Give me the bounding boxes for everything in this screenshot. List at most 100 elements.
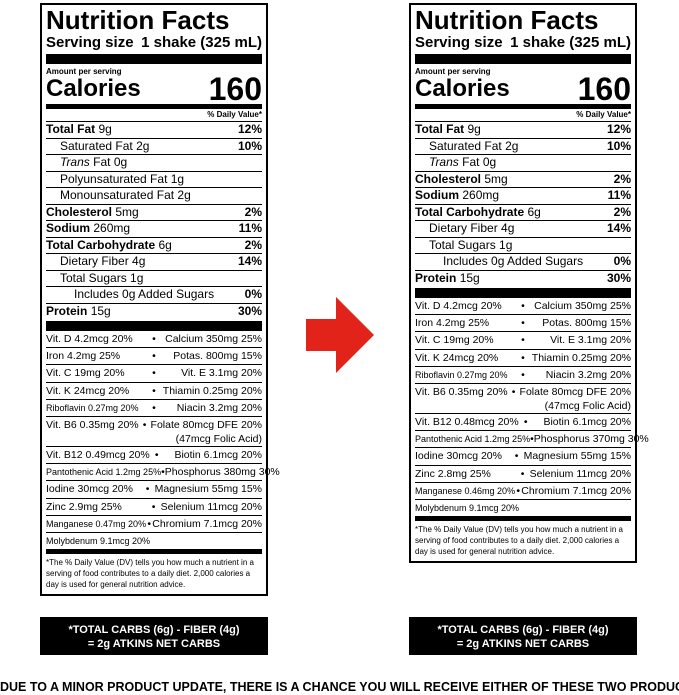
nutrient-row-dietary-fiber: Dietary Fiber 4g 14% [415,221,631,238]
vitamin-right: Vit. E 3.1mg 20% [181,367,262,380]
thick-divider [415,54,631,64]
nutrient-row-cholesterol: Cholesterol 5mg 2% [46,204,262,221]
bullet-icon: • [521,300,525,312]
vitamin-list: Vit. D 4.2mcg 20% • Calcium 350mg 25% Iron … [46,331,280,549]
bullet-icon: • [530,433,534,446]
bullet-icon: • [521,368,525,381]
nutrient-name: Saturated Fat [429,138,502,153]
net-carbs-line1: *TOTAL CARBS (6g) - FIBER (4g) [68,624,240,636]
vitamin-row: Vit. C 19mg 20% • Vit. E 3.1mg 20% [415,332,631,350]
nutrient-name: Trans [429,155,459,169]
nutrient-dv: 0% [613,254,631,268]
nutrient-row-added-sugars: Includes 0g Added Sugars 0% [415,254,631,271]
nutrient-row-protein: Protein 15g 30% [415,271,631,287]
net-carbs-line2: = 2g ATKINS NET CARBS [456,638,590,650]
nutrient-name: Protein [46,303,88,318]
nutrient-row-monounsaturated-fat: Monounsaturated Fat 2g [46,188,262,205]
vitamin-row: Iron 4.2mg 25% • Potas. 800mg 15% [415,315,631,333]
vitamin-left: Molybdenum 9.1mcg 20% [46,536,151,547]
bullet-icon: • [152,367,156,380]
nutrient-dv: 11% [607,188,631,202]
nutrient-name: Dietary Fiber 4g [429,221,515,235]
nutrient-amount: 2g [505,138,519,153]
nutrient-dv: 12% [237,122,262,136]
vitamin-right: Phosphorus 380mg 30% [164,466,280,479]
vitamin-left: Zinc 2.9mg 25% [46,500,122,513]
serving-size-label: Serving size [46,34,134,51]
vitamin-right-line2: (47mcg Folic Acid) [544,400,631,413]
nutrient-row-total-fat: Total Fat 9g 12% [415,122,631,139]
bullet-icon: • [520,467,525,480]
vitamin-row: Riboflavin 0.27mg 20% • Niacin 3.2mg 20% [415,367,631,385]
nutrient-row-dietary-fiber: Dietary Fiber 4g 14% [46,254,262,271]
serving-size-row: Serving size 1 shake (325 mL) [46,34,262,52]
serving-size-value: 1 shake (325 mL) [510,34,631,51]
vitamin-left: Iron 4.2mg 25% [46,350,121,363]
bullet-icon: • [152,333,156,345]
medium-divider [46,549,262,555]
vitamin-row: Pantothenic Acid 1.2mg 25% • Phosphorus 38… [46,464,280,482]
net-carbs-line2: = 2g ATKINS NET CARBS [87,638,221,650]
bullet-icon: • [152,384,156,397]
vitamin-right: Chromium 7.1mcg 20% [521,484,631,497]
nutrient-dv: 10% [237,138,262,153]
nutrient-name: Includes 0g Added Sugars [74,287,215,301]
footnote: *The % Daily Value (DV) tells you how mu… [46,558,254,590]
bullet-icon: • [151,500,156,513]
vitamin-left: Vit. C 19mg 20% [46,367,125,380]
nutrient-dv: 2% [244,204,262,219]
serving-size-row: Serving size 1 shake (325 mL) [415,34,631,52]
bullet-icon: • [511,386,516,399]
vitamin-right: Potas. 800mg 15% [173,350,262,363]
bullet-icon: • [523,416,528,429]
nutrient-amount: Fat 0g [93,155,128,169]
thick-divider [415,288,631,298]
medium-divider [415,516,631,522]
nutrient-dv: 2% [244,237,262,252]
vitamin-left: Vit. B12 0.49mcg 20% [46,449,150,462]
net-carbs-box: *TOTAL CARBS (6g) - FIBER (4g) = 2g ATKI… [409,617,637,655]
nutrient-row-trans-fat: Trans Fat 0g [46,155,262,172]
vitamin-left: Vit. K 24mcg 20% [46,384,130,397]
vitamin-row: Vit. K 24mcg 20% • Thiamin 0.25mg 20% [46,383,262,400]
nutrient-dv: 14% [237,254,262,268]
nutrient-dv: 0% [244,287,262,301]
nutrient-dv: 12% [606,122,631,136]
vitamin-right: Biotin 6.1mcg 20% [543,416,631,429]
nutrient-row-protein: Protein 15g 30% [46,304,262,320]
vitamin-left: Vit. B12 0.48mcg 20% [415,416,519,429]
nutrient-name: Total Fat [415,122,465,136]
calories-label: Calories [415,75,510,102]
vitamin-row: Vit. B12 0.48mcg 20% • Biotin 6.1mcg 20% [415,414,631,432]
calories-value: 160 [577,71,631,107]
vitamin-left: Pantothenic Acid 1.2mg 25% [415,434,531,445]
nutrient-amount: 260mg [93,221,131,235]
vitamin-right: Magnesium 55mg 15% [154,483,262,496]
vitamin-right: Calcium 350mg 25% [165,333,262,345]
vitamin-row: Iron 4.2mg 25% • Potas. 800mg 15% [46,348,262,366]
vitamin-left: Manganese 0.47mg 20% [46,518,147,529]
nutrient-dv: 2% [613,204,631,219]
bullet-icon: • [152,350,156,363]
bullet-icon: • [516,484,521,497]
nutrient-row-total-sugars: Total Sugars 1g [415,238,631,254]
vitamin-right: Phosphorus 370mg 30% [533,433,649,446]
bullet-icon: • [514,450,519,463]
thick-divider [46,321,262,331]
nutrient-dv: 10% [606,138,631,153]
red-arrow-icon [306,297,374,373]
vitamin-row: Vit. K 24mcg 20% • Thiamin 0.25mg 20% [415,350,631,367]
nutrient-amount: 5mg [115,204,139,219]
vitamin-left: Vit. B6 0.35mg 20% [415,386,508,399]
vitamin-row: Manganese 0.46mg 20% • Chromium 7.1mcg 20% [415,483,631,501]
nutrient-amount: 260mg [462,188,500,202]
nutrient-name: Sodium [415,188,459,202]
vitamin-left: Iron 4.2mg 25% [415,317,490,330]
vitamin-row: Vit. B6 0.35mg 20% • Folate 80mcg DFE 20%(… [415,384,631,415]
vitamin-right: Magnesium 55mg 15% [523,450,631,463]
nutrient-name: Saturated Fat [60,138,133,153]
nutrient-row-total-carbohydrate: Total Carbohydrate 6g 2% [415,204,631,221]
nutrient-amount: 9g [98,122,112,136]
thick-divider [46,54,262,64]
vitamin-left: Iodine 30mcg 20% [46,483,133,496]
